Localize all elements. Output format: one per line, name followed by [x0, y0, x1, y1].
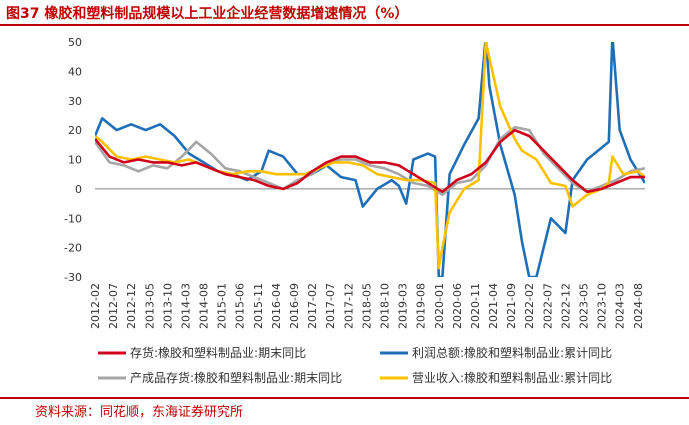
- x-tick-label: 2022-02: [523, 283, 536, 329]
- x-tick-label: 2013-05: [143, 283, 156, 329]
- legend: 存货:橡胶和塑料制品业:期末同比 利润总额:橡胶和塑料制品业:累计同比产成品存货:…: [98, 345, 612, 385]
- legend-item-revenue: 营业收入:橡胶和塑料制品业:累计同比: [380, 370, 612, 385]
- x-tick-label: 2016-04: [270, 283, 283, 329]
- y-tick-label: -20: [64, 242, 82, 255]
- x-tick-label: 2017-07: [324, 283, 337, 329]
- x-tick-label: 2020-01: [433, 283, 446, 329]
- x-tick-label: 2012-12: [125, 283, 138, 329]
- y-tick-label: -10: [64, 212, 82, 225]
- x-tick-label: 2018-10: [378, 283, 391, 329]
- legend-label: 存货:橡胶和塑料制品业:期末同比: [130, 345, 306, 360]
- x-tick-label: 2015-01: [216, 283, 229, 329]
- x-tick-label: 2015-11: [252, 283, 265, 329]
- title-rule: [0, 24, 689, 26]
- x-tick-label: 2021-04: [487, 283, 500, 329]
- y-tick-label: 0: [75, 183, 82, 196]
- x-tick-label: 2023-05: [577, 283, 590, 329]
- x-tick-label: 2021-09: [505, 283, 518, 329]
- y-tick-label: 10: [68, 154, 82, 167]
- source-rule: [0, 397, 689, 399]
- x-tick-label: 2013-10: [161, 283, 174, 329]
- x-tick-label: 2020-06: [451, 283, 464, 329]
- x-tick-label: 2012-07: [107, 283, 120, 329]
- revenue-series-line: [95, 42, 645, 270]
- y-axis: -30 -20 -10 0 10 20 30 40 50: [64, 36, 645, 284]
- x-tick-label: 2016-09: [288, 283, 301, 329]
- x-tick-label: 2024-03: [614, 283, 627, 329]
- x-tick-label: 2018-05: [360, 283, 373, 329]
- legend-label: 营业收入:橡胶和塑料制品业:累计同比: [412, 370, 612, 385]
- x-tick-label: 2020-11: [469, 283, 482, 329]
- x-tick-label: 2019-08: [415, 283, 428, 329]
- legend-item-inventory: 存货:橡胶和塑料制品业:期末同比: [98, 345, 306, 360]
- y-tick-label: 40: [68, 65, 82, 78]
- x-tick-label: 2023-10: [596, 283, 609, 329]
- x-tick-label: 2017-02: [306, 283, 319, 329]
- legend-item-finished-goods: 产成品存货:橡胶和塑料制品业:期末同比: [98, 370, 342, 385]
- legend-label: 产成品存货:橡胶和塑料制品业:期末同比: [130, 370, 342, 385]
- profit-series-line: [95, 42, 645, 277]
- y-tick-label: -30: [64, 271, 82, 284]
- figure-title: 图37 橡胶和塑料制品规模以上工业企业经营数据增速情况（%）: [6, 6, 409, 22]
- x-tick-label: 2017-12: [342, 283, 355, 329]
- x-tick-label: 2014-03: [179, 283, 192, 329]
- x-axis: 2012-02 2012-07 2012-12 2013-05 2013-10 2014-…: [89, 283, 645, 329]
- finished-goods-series-line: [95, 125, 645, 197]
- plot-area: [95, 42, 645, 277]
- legend-label: 利润总额:橡胶和塑料制品业:累计同比: [412, 345, 612, 360]
- x-tick-label: 2014-08: [198, 283, 211, 329]
- x-tick-label: 2012-02: [89, 283, 102, 329]
- x-tick-label: 2019-03: [397, 283, 410, 329]
- x-tick-label: 2022-12: [559, 283, 572, 329]
- x-tick-label: 2022-07: [541, 283, 554, 329]
- source-note: 资料来源：同花顺，东海证券研究所: [35, 405, 244, 420]
- x-tick-label: 2024-08: [632, 283, 645, 329]
- inventory-series-line: [95, 128, 645, 194]
- legend-item-profit: 利润总额:橡胶和塑料制品业:累计同比: [380, 345, 612, 360]
- x-tick-label: 2015-06: [234, 283, 247, 329]
- y-tick-label: 30: [68, 95, 82, 108]
- y-tick-label: 20: [68, 124, 82, 137]
- y-tick-label: 50: [68, 36, 82, 49]
